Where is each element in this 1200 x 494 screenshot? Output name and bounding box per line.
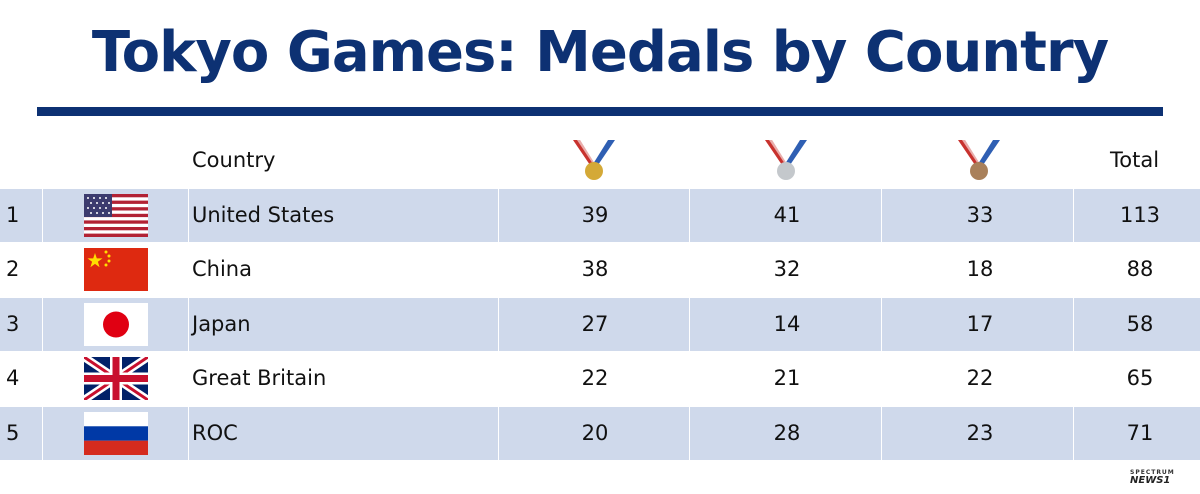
column-divider: [881, 189, 882, 462]
logo-line2: NEWS1: [1130, 475, 1171, 486]
gold-count: 38: [581, 257, 609, 281]
russia-flag-icon: [84, 412, 148, 455]
usa-flag-icon: [84, 194, 148, 237]
country-name: Great Britain: [192, 366, 327, 390]
rank: 5: [6, 421, 20, 445]
country-name: China: [192, 257, 252, 281]
rank: 2: [6, 257, 20, 281]
header-country: Country: [192, 148, 276, 172]
table-row: 1 United States 39 41 33 113: [0, 189, 1200, 242]
total-count: 58: [1126, 312, 1154, 336]
title-underline: [37, 107, 1163, 116]
header-total: Total: [1110, 148, 1160, 172]
column-divider: [42, 189, 43, 462]
total-count: 71: [1126, 421, 1154, 445]
bronze-count: 22: [966, 366, 994, 390]
silver-count: 32: [773, 257, 801, 281]
column-divider: [689, 189, 690, 462]
silver-medal-icon: [765, 140, 807, 180]
gold-count: 27: [581, 312, 609, 336]
column-divider: [1073, 189, 1074, 462]
silver-count: 21: [773, 366, 801, 390]
rank: 1: [6, 203, 20, 227]
table-row: 3 Japan 27 14 17 58: [0, 298, 1200, 351]
total-count: 113: [1119, 203, 1161, 227]
country-name: United States: [192, 203, 335, 227]
country-name: Japan: [192, 312, 251, 336]
column-divider: [498, 189, 499, 462]
column-divider: [188, 189, 189, 462]
table-row: 4 Great Britain 22 21 22 65: [0, 352, 1200, 405]
gold-medal-icon: [573, 140, 615, 180]
bronze-medal-icon: [958, 140, 1000, 180]
gold-count: 22: [581, 366, 609, 390]
rank: 4: [6, 366, 20, 390]
bronze-count: 33: [966, 203, 994, 227]
table-row: 5 ROC 20 28 23 71: [0, 407, 1200, 460]
silver-count: 41: [773, 203, 801, 227]
japan-flag-icon: [84, 303, 148, 346]
bronze-count: 17: [966, 312, 994, 336]
china-flag-icon: [84, 248, 148, 291]
silver-count: 14: [773, 312, 801, 336]
gold-count: 20: [581, 421, 609, 445]
table-row: 2 China 38 32 18 88: [0, 243, 1200, 296]
rank: 3: [6, 312, 20, 336]
page-title: Tokyo Games: Medals by Country: [91, 20, 1109, 85]
gold-count: 39: [581, 203, 609, 227]
logo-line1: SPECTRUM: [1130, 469, 1175, 476]
bronze-count: 18: [966, 257, 994, 281]
silver-count: 28: [773, 421, 801, 445]
uk-flag-icon: [84, 357, 148, 400]
country-name: ROC: [192, 421, 238, 445]
spectrum-news-logo: SPECTRUM NEWS1: [1130, 470, 1178, 486]
bronze-count: 23: [966, 421, 994, 445]
total-count: 65: [1126, 366, 1154, 390]
total-count: 88: [1126, 257, 1154, 281]
